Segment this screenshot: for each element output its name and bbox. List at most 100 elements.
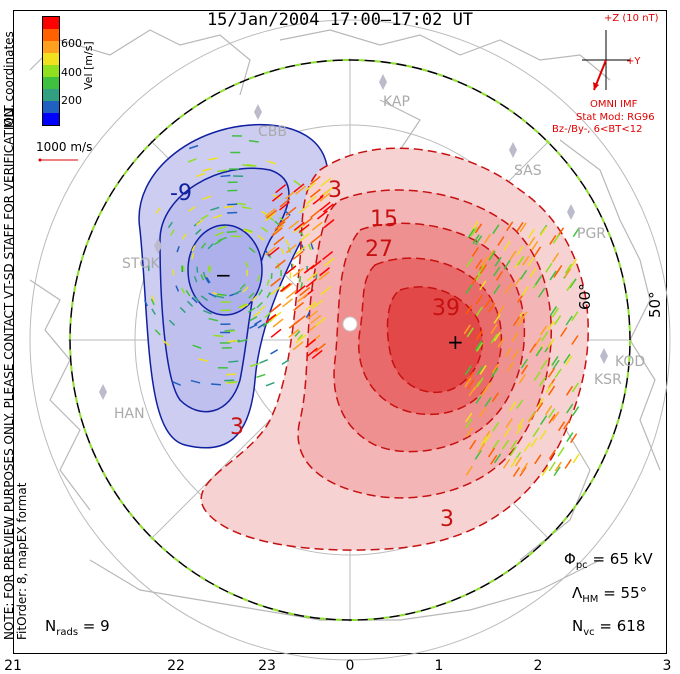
velocity-vector bbox=[202, 271, 207, 279]
velocity-vector bbox=[220, 174, 231, 178]
plot-frame bbox=[13, 10, 667, 654]
velocity-vector bbox=[493, 284, 501, 295]
velocity-vector bbox=[310, 243, 314, 250]
velocity-vector bbox=[476, 342, 484, 352]
velocity-vector bbox=[517, 418, 525, 429]
velocity-vector bbox=[310, 314, 322, 324]
velocity-vector bbox=[516, 245, 524, 256]
imf-y-label: +Y bbox=[626, 56, 641, 67]
velocity-vector bbox=[242, 286, 249, 293]
velocity-vector bbox=[491, 367, 499, 378]
velocity-vector bbox=[202, 195, 212, 200]
velocity-vector bbox=[483, 233, 491, 244]
velocity-vector bbox=[212, 214, 222, 219]
velocity-vector bbox=[565, 315, 573, 326]
velocity-vector bbox=[465, 412, 473, 423]
velocity-vector bbox=[515, 424, 524, 435]
velocity-vector bbox=[214, 231, 224, 237]
velocity-vector bbox=[214, 295, 225, 299]
velocity-vector bbox=[490, 324, 498, 335]
station-han: HAN bbox=[114, 406, 145, 422]
velocity-vector bbox=[243, 228, 253, 233]
velocity-vector bbox=[465, 304, 473, 315]
velocity-vector bbox=[516, 399, 524, 410]
velocity-vector bbox=[480, 257, 489, 267]
velocity-vector bbox=[541, 466, 549, 477]
velocity-vector bbox=[541, 331, 549, 342]
velocity-vector bbox=[466, 327, 474, 338]
velocity-vector bbox=[473, 380, 481, 391]
velocity-vector bbox=[297, 333, 304, 341]
velocity-vector bbox=[201, 167, 212, 172]
velocity-vector bbox=[554, 461, 562, 472]
velocity-vector bbox=[323, 203, 334, 213]
velocity-vector bbox=[193, 295, 200, 303]
velocity-vector bbox=[210, 206, 220, 211]
mlt-label-0: 0 bbox=[345, 658, 355, 674]
velocity-vector bbox=[310, 234, 322, 244]
velocity-vector bbox=[274, 221, 286, 231]
velocity-vector bbox=[299, 286, 311, 297]
latitude-label-60: 60° bbox=[576, 283, 594, 310]
velocity-vector bbox=[268, 246, 280, 257]
velocity-vector bbox=[227, 381, 238, 384]
velocity-vector bbox=[304, 182, 316, 192]
velocity-vector bbox=[210, 383, 221, 386]
colorbar-label: Vel [m/s] bbox=[82, 41, 95, 90]
velocity-vector bbox=[258, 289, 263, 296]
velocity-vector bbox=[284, 190, 296, 200]
velocity-vector bbox=[475, 330, 484, 340]
velocity-vector bbox=[549, 306, 558, 316]
velocity-vector bbox=[487, 249, 495, 260]
velocity-vector bbox=[535, 346, 543, 357]
velocity-vector bbox=[510, 457, 518, 468]
velocity-vector bbox=[279, 198, 291, 208]
velocity-vector bbox=[512, 467, 521, 477]
velocity-vector bbox=[300, 282, 303, 289]
velocity-vector bbox=[193, 276, 198, 283]
velocity-vector bbox=[284, 209, 291, 217]
colorbar-swatch bbox=[43, 77, 59, 89]
velocity-vector bbox=[292, 267, 304, 277]
velocity-vector bbox=[270, 311, 282, 321]
velocity-vector bbox=[493, 331, 501, 342]
velocity-vector bbox=[288, 319, 300, 329]
velocity-vector bbox=[569, 278, 577, 289]
velocity-vector bbox=[186, 300, 194, 307]
velocity-vector bbox=[264, 246, 276, 256]
velocity-vector bbox=[517, 255, 525, 266]
velocity-vector bbox=[492, 224, 500, 235]
velocity-vector bbox=[566, 432, 574, 443]
velocity-vector bbox=[470, 226, 478, 237]
velocity-vector bbox=[144, 299, 148, 307]
station-markers bbox=[99, 74, 608, 400]
imf-condition: Bz-/By-, 6<BT<12 bbox=[552, 124, 643, 135]
velocity-vector bbox=[504, 283, 512, 294]
velocity-vector bbox=[176, 246, 180, 253]
velocity-vector bbox=[505, 418, 513, 428]
velocity-vector bbox=[322, 186, 334, 196]
station-stok: STOK bbox=[122, 256, 160, 272]
velocity-vector bbox=[192, 344, 202, 349]
velocity-vector bbox=[190, 379, 201, 384]
velocity-vector bbox=[216, 293, 227, 297]
velocity-vector bbox=[298, 223, 310, 234]
velocity-vector bbox=[469, 439, 477, 450]
velocity-vector bbox=[242, 164, 253, 167]
velocity-vector bbox=[188, 206, 196, 212]
velocity-vector bbox=[548, 449, 557, 460]
contour-labels: 3 15 27 39 3 3 3 -9 + − bbox=[170, 178, 464, 532]
velocity-vector bbox=[314, 343, 326, 353]
velocity-vector bbox=[275, 184, 287, 194]
velocity-vector bbox=[179, 306, 186, 314]
velocity-vector bbox=[292, 250, 304, 260]
velocity-vector bbox=[572, 227, 580, 238]
velocity-vector bbox=[566, 281, 574, 292]
velocity-vector bbox=[293, 221, 305, 231]
velocity-vector bbox=[292, 223, 304, 234]
velocity-vector bbox=[318, 271, 330, 281]
velocity-vector bbox=[264, 312, 271, 319]
velocity-vector bbox=[492, 439, 500, 450]
latitude-label-50: 50° bbox=[646, 291, 664, 318]
contour-label-neg9: -9 bbox=[170, 181, 192, 206]
